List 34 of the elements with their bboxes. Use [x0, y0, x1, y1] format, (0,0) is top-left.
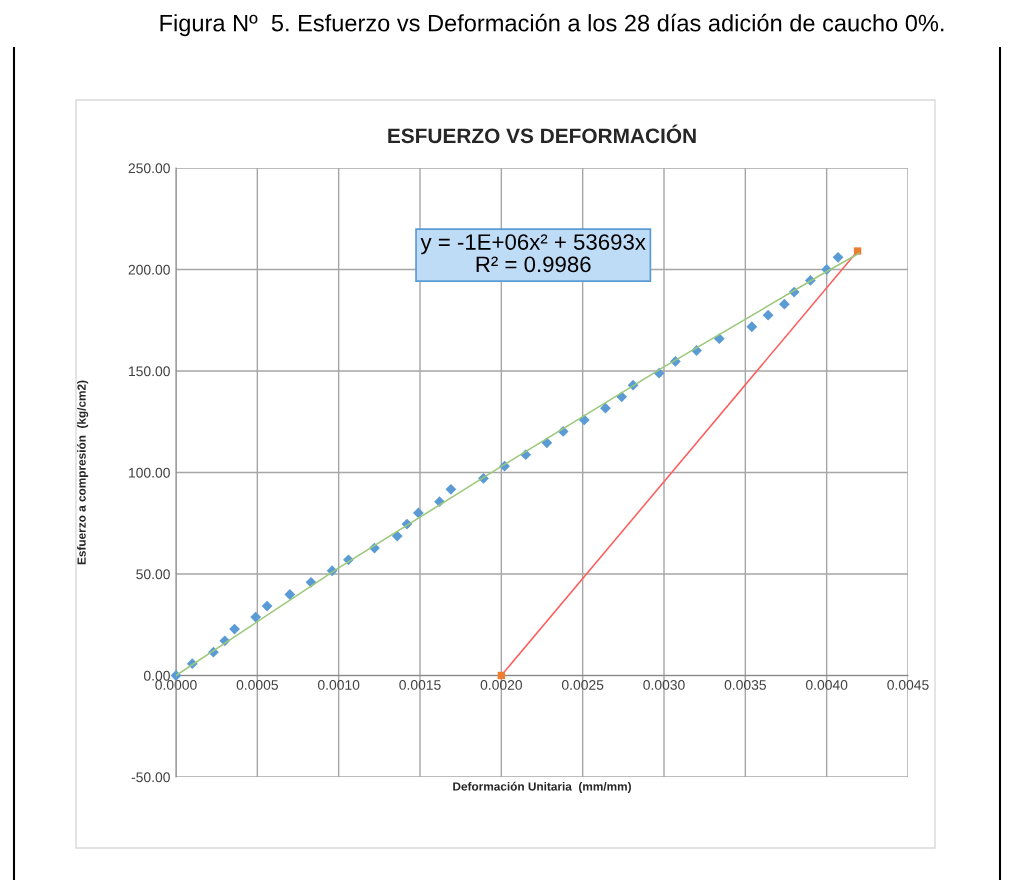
y-tick-label: 250.00: [128, 163, 170, 174]
x-tick-label: 0.0040: [805, 680, 848, 690]
point: [762, 309, 774, 321]
point: [600, 402, 611, 414]
point: [445, 483, 457, 495]
point: [261, 600, 273, 612]
point: [391, 530, 403, 542]
y-axis-title: Esfuerzo a compresión (kg/cm2): [77, 380, 89, 565]
point: [412, 507, 424, 519]
text: Figura Nº 5. Esfuerzo vs Deformación a los 28 días adición de caucho 0%.: [160, 13, 944, 37]
point: [832, 251, 844, 263]
y-tick-label: 0.00: [143, 670, 170, 681]
y-tick-label: -50.00: [131, 772, 170, 783]
point: [284, 589, 296, 600]
y-tick-label: 50.00: [136, 569, 170, 580]
x-tick-label: 0.0000: [155, 680, 197, 690]
y-tick-label: 150.00: [129, 366, 170, 377]
x-tick-label: 0.0020: [480, 680, 523, 690]
y-tick-label: 200.00: [128, 264, 170, 275]
point: [778, 298, 790, 310]
x-tick-label: 0.0030: [643, 680, 685, 690]
x-tick-label: 0.0010: [317, 680, 360, 690]
x-tick-label: 0.0015: [399, 680, 441, 690]
x-tick-label: 0.0035: [724, 680, 766, 690]
chart-title: ESFUERZO VS DEFORMACIÓN: [388, 124, 696, 144]
annotation: y = -1E+06x² + 53693x R² = 0.9986: [420, 234, 646, 273]
point: [250, 611, 262, 623]
x-tick-label: 0.0025: [561, 680, 604, 690]
x-tick-label: 0.0005: [236, 680, 278, 690]
x-tick-label: 0.0045: [887, 680, 929, 690]
point: [746, 321, 758, 333]
x-axis-title: Deformación Unitaria (mm/mm): [453, 781, 631, 793]
point: [497, 671, 506, 680]
y-tick-label: 100.00: [129, 467, 170, 478]
